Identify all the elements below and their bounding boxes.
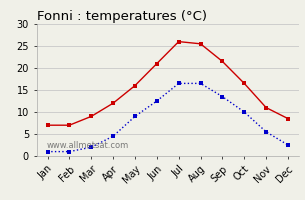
Text: Fonni : temperatures (°C): Fonni : temperatures (°C) bbox=[37, 10, 206, 23]
Text: www.allmetsat.com: www.allmetsat.com bbox=[47, 141, 129, 150]
